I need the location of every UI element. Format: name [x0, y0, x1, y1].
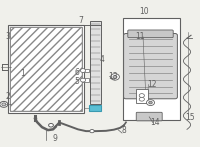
Bar — [89, 105, 101, 111]
Bar — [10, 27, 82, 111]
Circle shape — [80, 78, 86, 82]
FancyBboxPatch shape — [124, 34, 177, 99]
Circle shape — [2, 103, 6, 106]
Bar — [83, 78, 89, 82]
Text: 2: 2 — [6, 92, 10, 101]
FancyBboxPatch shape — [128, 30, 173, 38]
Text: 7: 7 — [79, 16, 83, 25]
Text: 5: 5 — [75, 77, 79, 86]
Circle shape — [139, 97, 144, 101]
Text: 13: 13 — [108, 72, 118, 81]
Circle shape — [146, 100, 154, 106]
Text: 10: 10 — [139, 7, 149, 16]
Bar — [90, 21, 101, 104]
Text: 4: 4 — [100, 55, 104, 64]
Circle shape — [139, 94, 144, 97]
Circle shape — [113, 75, 117, 78]
Circle shape — [90, 130, 94, 133]
Circle shape — [80, 69, 86, 72]
Bar — [136, 89, 148, 103]
Text: 3: 3 — [6, 31, 10, 41]
Text: 6: 6 — [75, 67, 79, 77]
Bar — [123, 18, 180, 120]
Text: 8: 8 — [122, 126, 126, 135]
Bar — [10, 27, 82, 111]
FancyBboxPatch shape — [136, 112, 162, 121]
Circle shape — [111, 74, 119, 80]
Text: 11: 11 — [135, 32, 145, 41]
Circle shape — [149, 101, 152, 104]
Text: 12: 12 — [147, 80, 157, 89]
Bar — [8, 25, 84, 113]
Bar — [83, 69, 89, 72]
Text: 9: 9 — [53, 134, 57, 143]
Text: 1: 1 — [21, 69, 25, 78]
Circle shape — [49, 123, 53, 127]
Circle shape — [0, 101, 8, 107]
Text: 14: 14 — [150, 118, 160, 127]
Text: 15: 15 — [185, 113, 195, 122]
